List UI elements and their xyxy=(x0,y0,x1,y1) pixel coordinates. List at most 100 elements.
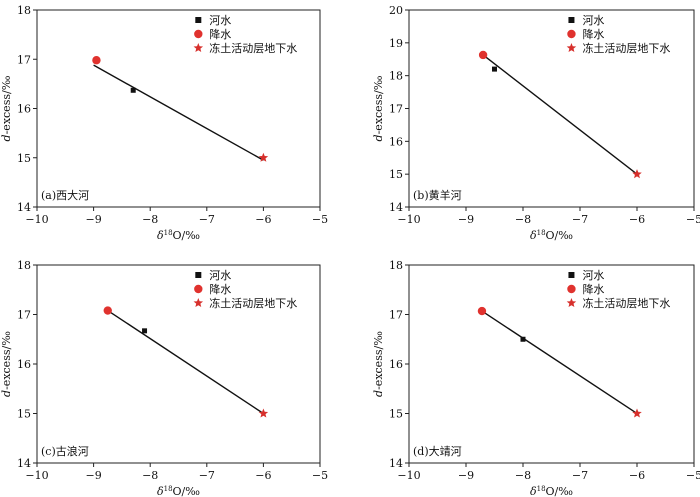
legend-groundwater-label: 冻土活动层地下水 xyxy=(582,41,670,55)
legend-groundwater-marker xyxy=(566,298,577,308)
groundwater-point xyxy=(258,152,269,162)
legend-precip-marker xyxy=(567,29,576,39)
y-tick-label: 15 xyxy=(17,408,31,421)
legend-river-marker xyxy=(195,272,202,278)
legend-precip-marker xyxy=(567,284,576,294)
x-tick-label: −9 xyxy=(458,469,474,482)
fit-line xyxy=(481,310,638,415)
y-tick-label: 14 xyxy=(17,201,31,214)
x-tick-label: −5 xyxy=(686,469,700,482)
y-tick-label: 16 xyxy=(389,135,403,148)
y-tick-label: 16 xyxy=(389,358,403,371)
x-tick-label: −8 xyxy=(142,213,158,226)
legend-groundwater-label: 冻土活动层地下水 xyxy=(209,296,297,310)
y-tick-label: 17 xyxy=(389,103,403,116)
legend-groundwater-marker xyxy=(193,298,204,308)
y-tick-label: 16 xyxy=(17,103,31,116)
groundwater-point xyxy=(632,408,642,418)
panel-label: (d)大靖河 xyxy=(413,444,462,458)
y-axis-title: d-excess/‰ xyxy=(0,75,13,141)
plot-frame xyxy=(36,264,321,464)
legend-precip-label: 降水 xyxy=(582,282,604,296)
x-tick-label: −5 xyxy=(312,213,328,226)
x-tick-label: −8 xyxy=(515,213,531,226)
y-tick-label: 15 xyxy=(389,168,403,181)
groundwater-point xyxy=(632,169,642,179)
fit-line xyxy=(482,54,638,175)
legend-river-label: 河水 xyxy=(582,14,604,27)
y-tick-label: 14 xyxy=(389,201,403,214)
legend-groundwater-marker xyxy=(193,43,204,53)
panel-label: (a)西大河 xyxy=(41,188,89,202)
y-tick-label: 18 xyxy=(389,259,403,272)
fit-line xyxy=(107,309,264,415)
river-point xyxy=(520,336,526,342)
y-tick-label: 18 xyxy=(17,259,31,272)
precip-point xyxy=(478,50,488,60)
x-tick-label: −7 xyxy=(572,469,588,482)
chart-panel-2: −10 −9 −8 −7 −6 −5 14 15 16 17 18 19 20 δ18O/‰ d-exces… xyxy=(372,4,700,242)
legend-river-label: 河水 xyxy=(209,269,231,282)
x-tick-label: −6 xyxy=(255,213,271,226)
y-axis-title: d-excess/‰ xyxy=(0,331,13,397)
legend-river-marker xyxy=(568,17,575,23)
x-axis-title: δ18O/‰ xyxy=(530,229,573,242)
x-tick-label: −6 xyxy=(629,213,645,226)
y-axis-title: d-excess/‰ xyxy=(372,75,385,141)
y-tick-label: 16 xyxy=(17,358,31,371)
legend-groundwater-label: 冻土活动层地下水 xyxy=(582,296,670,310)
x-tick-label: −8 xyxy=(142,469,158,482)
x-tick-label: −9 xyxy=(458,213,474,226)
x-tick-label: −6 xyxy=(629,469,645,482)
legend-precip-marker xyxy=(194,29,203,39)
x-axis-title: δ18O/‰ xyxy=(157,485,200,497)
chart-panel-4: −10 −9 −8 −7 −6 −5 14 15 16 17 18 δ18O/‰ d-excess/‰ 河… xyxy=(372,259,700,497)
plot-frame xyxy=(408,264,695,464)
legend-precip-label: 降水 xyxy=(209,282,231,296)
x-tick-label: −10 xyxy=(397,213,420,226)
x-tick-label: −5 xyxy=(312,469,328,482)
x-tick-label: −8 xyxy=(515,469,531,482)
y-tick-label: 19 xyxy=(389,37,403,50)
groundwater-point xyxy=(258,408,269,418)
legend-river-label: 河水 xyxy=(209,14,231,27)
precip-point xyxy=(477,306,487,316)
legend-groundwater-label: 冻土活动层地下水 xyxy=(209,41,297,55)
x-tick-label: −10 xyxy=(397,469,420,482)
y-tick-label: 17 xyxy=(17,309,31,322)
x-tick-label: −5 xyxy=(686,213,700,226)
x-tick-label: −7 xyxy=(199,213,215,226)
y-tick-label: 15 xyxy=(389,408,403,421)
river-point xyxy=(492,66,497,72)
legend-river-marker xyxy=(195,17,202,23)
precip-point xyxy=(103,306,112,315)
y-tick-label: 15 xyxy=(17,152,31,165)
y-axis-title: d-excess/‰ xyxy=(372,331,385,397)
plot-frame xyxy=(36,9,321,208)
chart-panel-1: −10 −9 −8 −7 −6 −5 14 15 16 17 18 δ18O/‰ d-excess/‰ 河… xyxy=(0,4,328,242)
river-point xyxy=(142,328,148,334)
panel-label: (b)黄羊河 xyxy=(413,188,462,202)
fit-line xyxy=(93,64,264,161)
legend-precip-label: 降水 xyxy=(209,27,231,41)
chart-panel-3: −10 −9 −8 −7 −6 −5 14 15 16 17 18 δ18O/‰ d-excess/‰ 河… xyxy=(0,259,328,497)
x-axis-title: δ18O/‰ xyxy=(530,485,573,497)
y-tick-label: 18 xyxy=(389,70,403,83)
y-tick-label: 17 xyxy=(17,53,31,66)
legend-precip-label: 降水 xyxy=(582,27,604,41)
precip-point xyxy=(92,56,101,65)
y-tick-label: 17 xyxy=(389,309,403,322)
y-tick-label: 20 xyxy=(389,4,403,17)
panel-label: (c)古浪河 xyxy=(41,444,89,458)
x-axis-title: δ18O/‰ xyxy=(157,229,200,242)
x-tick-label: −6 xyxy=(255,469,271,482)
x-tick-label: −9 xyxy=(85,469,101,482)
legend-river-label: 河水 xyxy=(582,269,604,282)
x-tick-label: −7 xyxy=(572,213,588,226)
x-tick-label: −10 xyxy=(25,213,48,226)
x-tick-label: −7 xyxy=(199,469,215,482)
